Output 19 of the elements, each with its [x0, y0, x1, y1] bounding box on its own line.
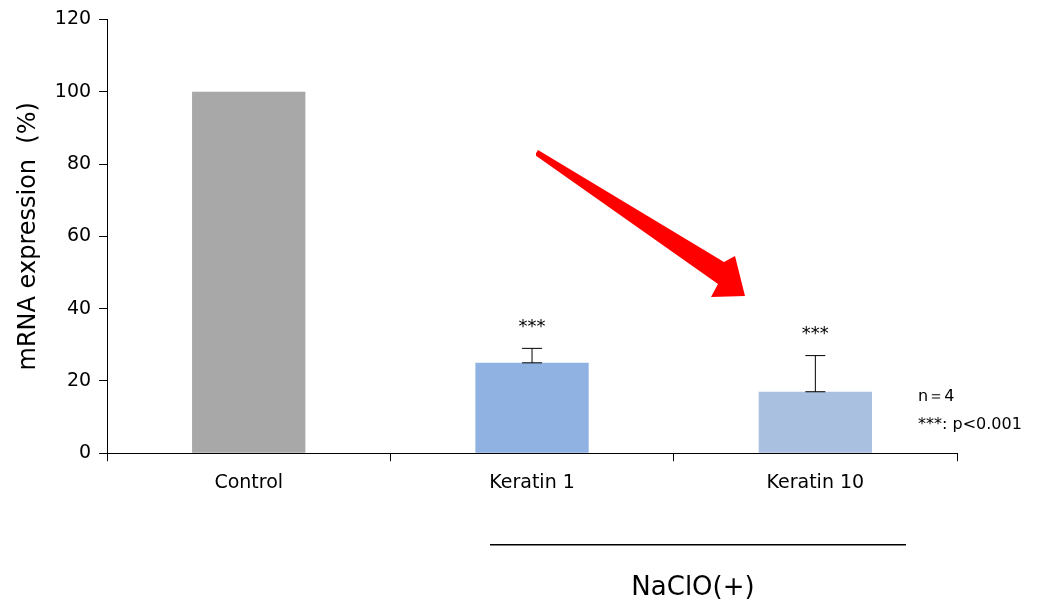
annotation: ***: p<0.001 [918, 414, 1022, 434]
annotation: *** [801, 322, 829, 344]
bar [475, 362, 589, 453]
y-tick-label: 40 [66, 295, 92, 318]
y-axis-title: mRNA expression (%) [12, 102, 41, 371]
annotation: *** [518, 315, 546, 337]
text: NaClO(+) [631, 570, 755, 601]
y-tick-label: 80 [66, 150, 92, 173]
bar [758, 391, 873, 453]
x-tick-label: Keratin 1 [489, 469, 575, 492]
y-tick-label: 60 [66, 223, 92, 246]
x-tick-label: Control [214, 469, 284, 492]
y-tick-label: 20 [66, 367, 92, 390]
annotation: n＝4 [918, 386, 955, 406]
bar [192, 91, 306, 453]
y-tick-label: 0 [78, 440, 92, 463]
x-tick-label: Keratin 10 [766, 469, 865, 492]
y-tick-label: 120 [54, 6, 92, 29]
y-tick-label: 100 [54, 78, 92, 101]
